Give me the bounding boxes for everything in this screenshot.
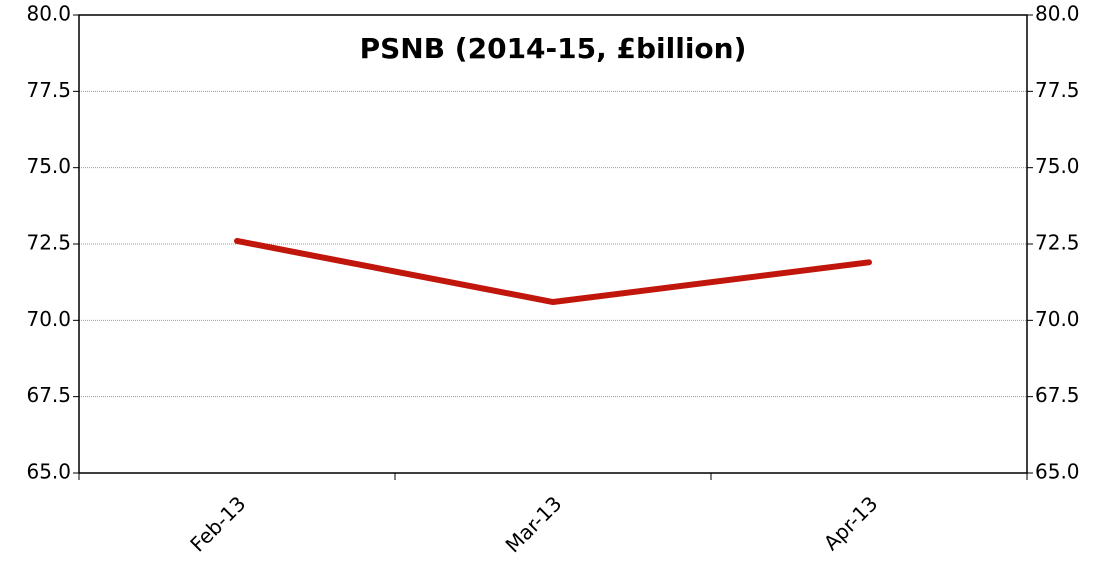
y2-tick-label: 65.0 bbox=[1035, 460, 1080, 484]
y2-tick-label: 75.0 bbox=[1035, 154, 1080, 178]
y2-tick-label: 77.5 bbox=[1035, 78, 1080, 102]
y-tick-label: 80.0 bbox=[26, 2, 71, 26]
x-tick-label: Mar-13 bbox=[501, 491, 567, 557]
y-tick-label: 77.5 bbox=[26, 78, 71, 102]
plot-frame bbox=[78, 14, 1028, 474]
y2-tick-label: 67.5 bbox=[1035, 383, 1080, 407]
y-tick-label: 65.0 bbox=[26, 460, 71, 484]
y-tick-label: 72.5 bbox=[26, 231, 71, 255]
y-tick-label: 75.0 bbox=[26, 154, 71, 178]
y2-tick-label: 72.5 bbox=[1035, 231, 1080, 255]
y2-tick-label: 80.0 bbox=[1035, 2, 1080, 26]
x-tick-label: Feb-13 bbox=[185, 491, 250, 556]
x-tick-label: Apr-13 bbox=[819, 491, 883, 555]
line-series bbox=[234, 237, 872, 306]
y-tick-label: 70.0 bbox=[26, 307, 71, 331]
y-tick-label: 67.5 bbox=[26, 383, 71, 407]
chart-title: PSNB (2014-15, £billion) bbox=[360, 32, 747, 65]
y2-tick-label: 70.0 bbox=[1035, 307, 1080, 331]
